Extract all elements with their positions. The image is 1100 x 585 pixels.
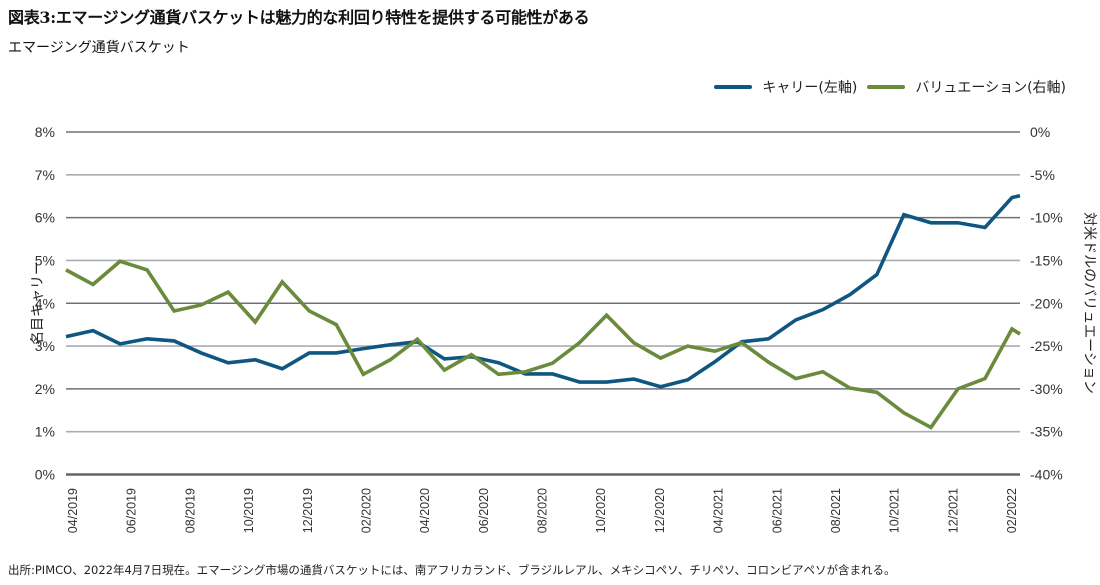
legend-item-valuation: バリュエーション(右軸) bbox=[867, 77, 1066, 97]
chart-title: 図表3:エマージング通貨バスケットは魅力的な利回り特性を提供する可能性がある bbox=[8, 8, 590, 27]
chart-subtitle: エマージング通貨バスケット bbox=[8, 40, 190, 56]
legend: キャリー(左軸) バリュエーション(右軸) bbox=[714, 77, 1066, 97]
legend-label-carry: キャリー(左軸) bbox=[762, 80, 858, 96]
gridlines bbox=[66, 131, 1020, 476]
x-tick-label: 12/2021 bbox=[946, 488, 960, 533]
x-tick-label: 06/2021 bbox=[770, 488, 784, 533]
x-axis-ticks: 04/2019 06/2019 08/2019 10/2019 12/2019 02/20… bbox=[66, 488, 1019, 533]
left-tick-label: 4% bbox=[35, 295, 55, 311]
x-tick-label: 10/2021 bbox=[888, 488, 902, 533]
right-tick-label: -25% bbox=[1030, 338, 1063, 354]
carry-series-line bbox=[65, 194, 1021, 389]
right-tick-label: -10% bbox=[1030, 210, 1063, 226]
x-tick-label: 04/2021 bbox=[712, 488, 726, 533]
left-tick-label: 5% bbox=[35, 252, 55, 268]
left-tick-label: 6% bbox=[35, 210, 55, 226]
x-tick-label: 10/2020 bbox=[594, 488, 608, 533]
left-tick-label: 1% bbox=[35, 424, 55, 440]
right-tick-label: -35% bbox=[1030, 424, 1063, 440]
left-tick-label: 3% bbox=[35, 338, 55, 354]
right-axis-ticks: -40% -35% -30% -25% -20% -15% -10% -5% 0% bbox=[1030, 124, 1063, 483]
source-footnote: 出所:PIMCO、2022年4月7日現在。エマージング市場の通貨バスケットには、… bbox=[8, 563, 896, 577]
x-tick-label: 12/2020 bbox=[653, 488, 667, 533]
right-tick-label: -30% bbox=[1030, 381, 1063, 397]
right-tick-label: -5% bbox=[1030, 167, 1055, 183]
x-tick-label: 08/2019 bbox=[183, 488, 197, 533]
x-tick-label: 06/2020 bbox=[477, 488, 491, 533]
left-tick-label: 7% bbox=[35, 167, 55, 183]
left-tick-label: 0% bbox=[35, 467, 55, 483]
left-tick-label: 8% bbox=[35, 124, 55, 140]
valuation-series-line bbox=[65, 259, 1021, 430]
series-lines bbox=[65, 194, 1021, 430]
x-tick-label: 02/2020 bbox=[359, 488, 373, 533]
right-tick-label: -40% bbox=[1030, 467, 1063, 483]
legend-label-valuation: バリュエーション(右軸) bbox=[915, 80, 1066, 96]
left-axis-title: 名目キャリー bbox=[30, 261, 46, 345]
x-tick-label: 02/2022 bbox=[1005, 488, 1019, 533]
x-tick-label: 04/2019 bbox=[66, 488, 80, 533]
left-tick-label: 2% bbox=[35, 381, 55, 397]
right-axis-title: 対米ドルのバリュエーション bbox=[1081, 212, 1097, 394]
right-tick-label: 0% bbox=[1030, 124, 1050, 140]
x-tick-label: 10/2019 bbox=[242, 488, 256, 533]
x-tick-label: 04/2020 bbox=[418, 488, 432, 533]
legend-swatch-valuation bbox=[867, 85, 906, 89]
legend-item-carry: キャリー(左軸) bbox=[714, 77, 857, 97]
right-tick-label: -15% bbox=[1030, 252, 1063, 268]
x-tick-label: 08/2021 bbox=[829, 488, 843, 533]
right-tick-label: -20% bbox=[1030, 295, 1063, 311]
left-axis-ticks: 0% 1% 2% 3% 4% 5% 6% 7% 8% bbox=[35, 124, 55, 483]
x-tick-label: 08/2020 bbox=[536, 488, 550, 533]
x-tick-label: 12/2019 bbox=[301, 488, 315, 533]
legend-swatch-carry bbox=[714, 85, 753, 89]
x-tick-label: 06/2019 bbox=[125, 488, 139, 533]
